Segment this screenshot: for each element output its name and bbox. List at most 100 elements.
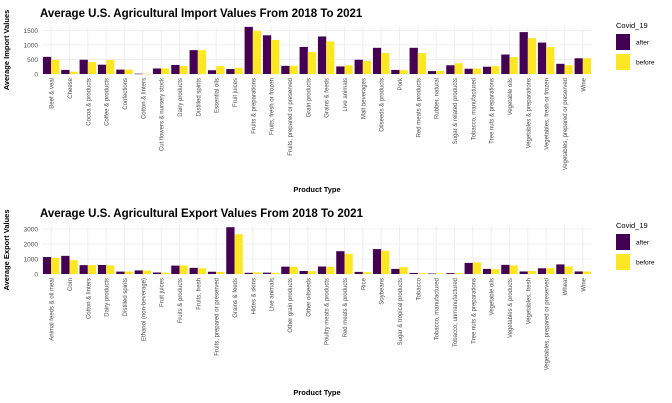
bar-before (252, 272, 262, 274)
x-tick-label: Tobacco, manufactured (435, 278, 441, 340)
x-tick-label: Cheese (68, 77, 74, 98)
x-tick-label: Red meats & products (343, 278, 349, 337)
y-tick-label: 0 (34, 272, 38, 279)
bar-after (372, 249, 382, 274)
x-tick-label: Fruit juices (233, 78, 239, 107)
y-axis-label: Average Export Values (2, 209, 11, 290)
bar-before (234, 67, 243, 74)
bar-before (142, 73, 152, 75)
x-tick-label: Malt beverages (361, 78, 367, 119)
legend-label-after: after (636, 240, 650, 247)
bar-after (207, 70, 217, 74)
x-tick-label: Wine (581, 77, 587, 91)
x-tick-label: Ethanol (non-beverage) (141, 278, 147, 341)
chart-title: Average U.S. Agricultural Import Values … (40, 8, 363, 20)
x-tick-label: Grains & feeds (233, 278, 239, 318)
x-tick-label: Vegetables, prepared or preserved (563, 78, 569, 170)
x-tick-label: Essential oils (215, 78, 221, 113)
chart-title: Average U.S. Agricultural Export Values … (40, 208, 364, 220)
x-tick-label: Vegetables, fresh or frozen (545, 78, 551, 150)
bar-after (427, 71, 437, 74)
y-tick-label: 1000 (24, 42, 39, 49)
bar-before (527, 271, 537, 274)
x-tick-label: Confections (123, 78, 129, 110)
bar-before (234, 234, 243, 274)
x-tick-label: Fruits, prepared or preserved (288, 78, 294, 156)
x-tick-label: Tree nuts & preparations (490, 78, 496, 144)
bar-after (61, 69, 70, 74)
x-tick-label: Tree nuts & preparations (471, 278, 477, 344)
bar-after (152, 272, 162, 274)
x-tick-label: Fruits, fresh (196, 278, 202, 310)
legend-key-before (616, 54, 630, 70)
x-tick-label: Fruits, prepared or preserved (215, 278, 221, 356)
bar-before (344, 253, 353, 274)
bar-before (509, 57, 518, 74)
bar-after (427, 273, 437, 275)
x-tick-label: Fruits & preparations (251, 78, 257, 134)
x-tick-label: Dairy products (105, 278, 111, 317)
bar-before (87, 265, 97, 274)
bar-chart-svg: Average U.S. Agricultural Import Values … (2, 8, 655, 194)
bar-before (582, 271, 592, 274)
bar-after (116, 271, 125, 274)
bar-after (519, 32, 528, 74)
bar-after (519, 271, 528, 274)
bar-before (472, 68, 482, 74)
bar-after (171, 64, 180, 74)
bar-after (152, 68, 162, 74)
bar-after (372, 47, 382, 74)
bar-after (262, 272, 272, 274)
x-tick-label: Grains & feeds (325, 78, 331, 118)
bar-after (79, 265, 88, 274)
x-tick-label: Distilled spirits (196, 78, 202, 116)
bar-before (472, 262, 482, 274)
x-tick-label: Vegetable oils (508, 78, 514, 115)
x-tick-label: Poultry meats & products (325, 278, 331, 345)
x-tick-label: Red meats & products (416, 78, 422, 137)
bar-after (537, 42, 547, 74)
bar-after (189, 50, 198, 74)
x-tick-label: Pork (398, 77, 404, 90)
bar-before (51, 257, 60, 274)
x-tick-label: Vegetables & preparations (526, 78, 532, 148)
y-tick-label: 0 (34, 72, 38, 79)
bar-before (381, 53, 390, 74)
bar-after (336, 251, 345, 274)
legend-key-before (616, 254, 630, 270)
x-tick-label: Cotton & linters (141, 78, 147, 119)
bar-before (582, 58, 592, 74)
bar-before (326, 41, 335, 74)
x-axis-label: Product Type (293, 388, 340, 397)
export-chart: Average U.S. Agricultural Export Values … (0, 200, 672, 403)
bar-after (116, 69, 125, 74)
x-tick-label: Wine (581, 277, 587, 291)
x-tick-label: Fruits, fresh or frozen (270, 78, 276, 135)
bar-after (317, 36, 327, 74)
bar-before (216, 271, 225, 274)
x-tick-label: Other oilseeds (306, 278, 312, 317)
bar-after (61, 255, 70, 274)
bar-before (527, 38, 537, 74)
bar-after (134, 73, 143, 75)
bar-before (106, 60, 115, 74)
bar-before (197, 50, 207, 74)
bar-after (482, 66, 492, 74)
bar-after (482, 268, 492, 274)
bar-after (556, 264, 565, 274)
import-chart: Average U.S. Agricultural Import Values … (0, 0, 672, 200)
x-tick-label: Corn (68, 278, 74, 291)
y-tick-label: 500 (27, 57, 38, 64)
x-tick-label: Tobacco, unmanufactured (453, 278, 459, 347)
x-tick-label: Wheat (563, 278, 569, 296)
x-tick-label: Soybeans (380, 278, 386, 305)
bar-after (42, 257, 52, 274)
bar-after (42, 56, 52, 74)
bar-before (69, 71, 78, 74)
y-tick-label: 1000 (24, 257, 39, 264)
x-tick-label: Distilled spirits (123, 278, 129, 316)
bar-before (179, 265, 188, 274)
bar-after (574, 58, 583, 74)
x-tick-label: Fruits & products (178, 278, 184, 323)
x-tick-label: Grain products (306, 78, 312, 117)
